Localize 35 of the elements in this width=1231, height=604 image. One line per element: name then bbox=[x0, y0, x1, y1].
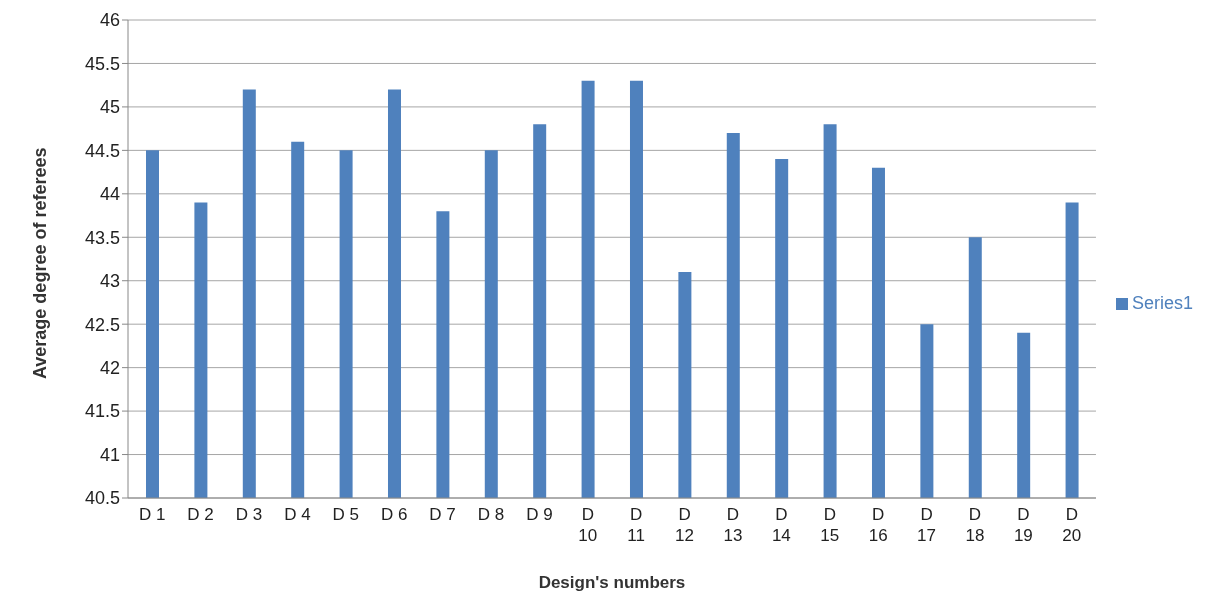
x-tick-label: D 15 bbox=[820, 505, 840, 545]
x-tick-label: D 20 bbox=[1062, 505, 1082, 545]
x-tick-label: D 13 bbox=[723, 505, 743, 545]
y-tick-label: 46 bbox=[99, 10, 120, 31]
x-tick-label: D 19 bbox=[1013, 505, 1033, 545]
x-tick-label: D 14 bbox=[771, 505, 791, 545]
y-tick-label: 41.5 bbox=[84, 401, 120, 422]
x-tick-label: D 9 bbox=[526, 505, 553, 524]
y-tick-label: 41 bbox=[99, 444, 120, 465]
x-tick-label: D 18 bbox=[965, 505, 985, 545]
x-tick-label: D 10 bbox=[578, 505, 598, 545]
y-tick-label: 40.5 bbox=[84, 488, 120, 509]
y-tick-label: 44 bbox=[99, 184, 120, 205]
y-tick-label: 42 bbox=[99, 358, 120, 379]
legend-label: Series1 bbox=[1131, 292, 1193, 313]
x-tick-label: D 16 bbox=[868, 505, 888, 545]
x-tick-label: D 2 bbox=[187, 505, 214, 524]
x-tick-label: D 4 bbox=[284, 505, 311, 524]
x-tick-label: D 11 bbox=[627, 505, 646, 545]
x-tick-label: D 8 bbox=[477, 505, 505, 524]
y-tick-label: 45 bbox=[99, 97, 120, 118]
x-tick-label: D 5 bbox=[332, 505, 360, 524]
x-tick-label: D 7 bbox=[429, 505, 456, 524]
y-axis-title: Average degree of referees bbox=[30, 147, 51, 379]
y-tick-label: 45.5 bbox=[84, 53, 120, 74]
y-tick-label: 43.5 bbox=[84, 227, 120, 248]
x-tick-label: D 12 bbox=[675, 505, 695, 545]
x-tick-label: D 17 bbox=[917, 505, 937, 545]
y-tick-label: 42.5 bbox=[84, 314, 120, 335]
y-tick-label: 44.5 bbox=[84, 140, 120, 161]
x-tick-label: D 6 bbox=[380, 505, 408, 524]
y-tick-label: 43 bbox=[99, 271, 120, 292]
x-tick-label: D 3 bbox=[235, 505, 263, 524]
x-axis-title: Design's numbers bbox=[538, 573, 686, 592]
x-tick-label: D 1 bbox=[138, 505, 166, 524]
